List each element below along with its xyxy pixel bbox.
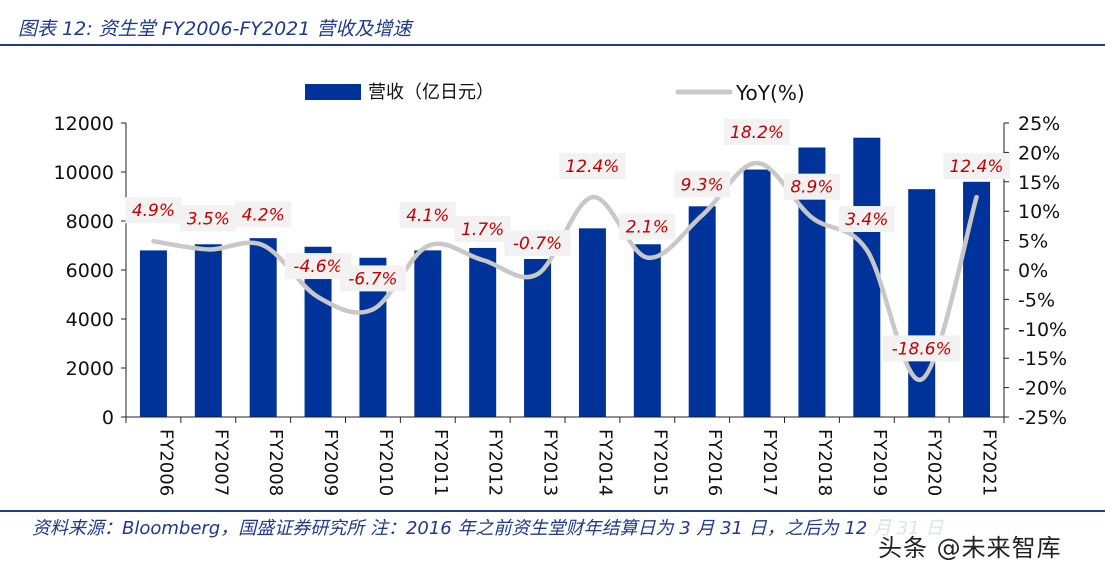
x-tick-label: FY2015 [649,429,670,496]
title-rule [0,44,1105,46]
yoy-label-box [504,230,571,257]
source-rule [0,510,1105,512]
x-tick-label: FY2014 [594,429,615,496]
yoy-label-box [125,197,182,224]
legend-label-revenue: 营收（亿日元） [368,82,494,103]
yoy-data-label: 1.7% [461,220,504,240]
revenue-bar [853,137,881,417]
left-tick-label: 8000 [66,211,114,233]
right-tick-label: 0% [1018,260,1048,282]
yoy-label-box [783,173,840,200]
x-tick-label: FY2009 [320,429,341,496]
yoy-label-box [674,171,731,198]
x-tick-label: FY2010 [375,429,396,496]
yoy-data-label: 2.1% [626,218,669,238]
yoy-data-label: 8.9% [790,178,833,198]
figure-title: 图表 12: 资生堂 FY2006-FY2021 营收及增速 [18,18,412,40]
revenue-bar [743,169,771,417]
revenue-bar [633,244,661,417]
revenue-bar [414,250,442,417]
right-tick-label: 10% [1018,201,1060,223]
revenue-bars [139,137,991,417]
right-tick-label: 5% [1018,231,1048,253]
left-tick-label: 10000 [54,162,114,184]
watermark-background [866,520,1105,568]
x-tick-label: FY2012 [485,429,506,496]
revenue-bar [908,189,936,417]
yoy-data-label: 3.5% [187,209,230,229]
x-tick-label: FY2019 [869,429,890,496]
left-y-axis: 0 2000 4000 6000 8000 10000 12000 [54,113,127,429]
yoy-data-label: 4.9% [132,201,175,221]
revenue-bar [963,181,991,417]
x-tick-label: FY2021 [979,429,1000,496]
revenue-yoy-chart: 营收（亿日元） YoY(%) 0 2000 4000 6000 8000 10000 120… [54,81,1068,496]
x-tick-label: FY2011 [430,429,451,496]
right-tick-label: -5% [1018,289,1055,311]
right-tick-label: -20% [1018,378,1067,400]
right-tick-label: 25% [1018,113,1060,135]
yoy-data-label: -0.7% [513,234,562,254]
yoy-label-box [619,213,676,240]
yoy-label-box [399,201,456,228]
revenue-bar [578,228,606,417]
x-tick-label: FY2018 [814,429,835,496]
right-tick-label: -15% [1018,348,1067,370]
yoy-label-box [943,153,1010,180]
left-tick-label: 2000 [66,358,114,380]
left-tick-label: 6000 [66,260,114,282]
yoy-label-box [235,201,292,228]
yoy-data-label: -6.7% [348,269,397,289]
yoy-data-label: 4.2% [242,205,285,225]
x-tick-label: FY2006 [155,429,176,496]
yoy-data-labels: 4.9% 3.5% 4.2% -4.6% -6.7% 4.1% 1.7% -0.7% 12.4%… [125,118,1010,362]
x-tick-label: FY2013 [540,429,561,496]
yoy-data-label: 4.1% [406,206,449,226]
right-tick-label: -25% [1018,407,1067,429]
yoy-label-box [559,153,626,180]
yoy-data-label: 3.4% [845,210,888,230]
x-axis: FY2006 FY2007 FY2008 FY2009 FY2010 FY2011 FY20… [125,416,1005,496]
x-tick-label: FY2016 [704,429,725,496]
x-tick-label: FY2007 [210,429,231,496]
yoy-data-label: 9.3% [681,175,724,195]
revenue-bar [139,250,167,417]
revenue-bar [524,258,552,417]
yoy-label-box [339,265,407,292]
left-tick-label: 12000 [54,113,114,135]
chart-legend: 营收（亿日元） YoY(%) [305,81,805,105]
legend-swatch-revenue [305,84,361,100]
right-tick-label: 15% [1018,172,1060,194]
yoy-label-box [454,216,511,243]
right-y-axis: -25% -20% -15% -10% -5% 0% 5% 10% 15% 20% 25% [1003,113,1067,429]
yoy-label-box [180,205,237,232]
yoy-data-label: 12.4% [950,157,1004,177]
revenue-bar [249,238,277,417]
revenue-bar [469,247,497,417]
right-tick-label: -10% [1018,319,1067,341]
yoy-label-box [723,118,791,145]
x-tick-label: FY2017 [759,429,780,496]
x-tick-label: FY2020 [924,429,945,496]
legend-label-yoy: YoY(%) [735,81,805,105]
yoy-label-box [883,335,961,362]
revenue-bar [194,244,222,417]
yoy-data-label: 12.4% [565,157,619,177]
left-tick-label: 4000 [66,309,114,331]
yoy-label-box [838,206,895,233]
yoy-data-label: -18.6% [892,339,952,359]
right-tick-label: 20% [1018,142,1060,164]
left-tick-label: 0 [102,407,114,429]
source-note: 资料来源：Bloomberg，国盛证券研究所 注：2016 年之前资生堂财年结算… [32,518,944,539]
watermark-text: 头条 @未来智库 [878,534,1062,562]
yoy-data-label: -4.6% [293,257,342,277]
revenue-bar [688,206,716,417]
yoy-line [151,160,979,382]
yoy-data-label: 18.2% [730,123,784,143]
x-tick-label: FY2008 [265,429,286,496]
